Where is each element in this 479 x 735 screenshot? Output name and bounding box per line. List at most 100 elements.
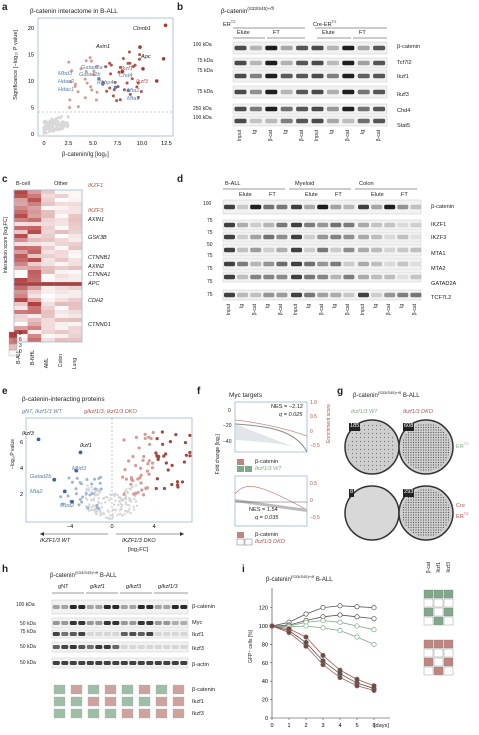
- blot-band: [343, 234, 355, 240]
- blot-band: [249, 45, 262, 51]
- point-significant: [136, 81, 140, 85]
- panel-f-legend2-a: β-catenin: [255, 532, 279, 538]
- point-wt: [93, 487, 97, 491]
- point-significant: [76, 90, 80, 94]
- heatmap-cell: [27, 226, 42, 230]
- panel-d-lane-label: Ig: [399, 304, 406, 309]
- panel-d-kda-4: 75: [207, 253, 213, 259]
- panel-label-e: e: [2, 386, 8, 397]
- genotype-key-cell: [423, 607, 434, 617]
- point-background: [115, 514, 119, 517]
- panel-f-q1: q = 0.025: [279, 412, 303, 418]
- point-significant: [89, 85, 93, 89]
- blot-band: [112, 632, 120, 636]
- panel-d-lane-label: β-cat: [319, 304, 326, 316]
- point-dko: [150, 461, 155, 465]
- point-background: [86, 498, 89, 501]
- blot-band: [137, 621, 145, 625]
- heatmap-cell: [54, 338, 69, 342]
- gene-label-axin1: Axin1: [96, 44, 110, 50]
- panel-d-ft-3: FT: [401, 192, 408, 198]
- panel-i-ytick: 40: [262, 679, 268, 685]
- genotype-key-cell: [443, 666, 454, 676]
- blot-band: [410, 247, 422, 253]
- panel-c-gene-0: IKZF1: [88, 183, 104, 189]
- heatmap-cell: [68, 214, 82, 218]
- heatmap-cell: [68, 306, 82, 310]
- blot-band: [317, 292, 329, 298]
- blot-band: [112, 605, 120, 609]
- panel-d-kda-3: 50: [207, 242, 213, 248]
- heatmap-cell: [14, 230, 28, 234]
- blot-band: [78, 661, 86, 665]
- blot-band: [304, 261, 316, 267]
- heatmap-cell: [54, 298, 69, 302]
- blot-band: [326, 73, 339, 79]
- panel-b-group-cre-er: Cre-ERT2: [313, 19, 337, 28]
- panel-f-gsea-plots: [234, 401, 308, 546]
- blot-band: [343, 222, 355, 228]
- panel-f-ylabel-right: Enrichment score: [326, 404, 332, 443]
- panel-c-gene-6: CTNNA1: [88, 272, 111, 278]
- point-background: [120, 498, 124, 502]
- growth-curve-point: [303, 623, 309, 629]
- panel-b-group-er: ERT2: [223, 19, 236, 28]
- genotype-key-cell: [423, 589, 434, 599]
- heatmap-cell: [54, 194, 69, 198]
- point-significant: [118, 65, 122, 69]
- genotype-grid-cell: [172, 696, 185, 707]
- panel-i-ytick: 80: [262, 642, 268, 648]
- blot-band: [237, 204, 249, 210]
- blot-band: [78, 621, 86, 625]
- blot-band: [330, 204, 342, 210]
- blot-band: [357, 106, 370, 112]
- point-significant: [70, 69, 74, 73]
- growth-curve-point: [303, 611, 309, 617]
- heatmap-cell: [14, 278, 28, 282]
- blot-band: [342, 45, 355, 51]
- point-significant: [121, 56, 125, 60]
- genotype-grid-cell: [53, 696, 66, 707]
- blot-band: [86, 605, 94, 609]
- panel-i-ytick: 60: [262, 661, 268, 667]
- blot-band: [249, 89, 262, 95]
- heatmap-cell: [68, 274, 82, 278]
- panel-d-group-colon: Colon: [359, 181, 374, 187]
- point-wt: [75, 476, 79, 480]
- panel-a-ytick: 15: [28, 53, 34, 59]
- panel-b-lane-label: Input: [314, 130, 320, 142]
- point-dko: [164, 461, 168, 465]
- panel-f: f Myc targets NES = −2.12 q = 0.025 NES …: [195, 384, 335, 559]
- point-dko: [175, 480, 180, 484]
- panel-i-ytick: 120: [259, 606, 268, 612]
- heatmap-cell: [14, 250, 28, 254]
- heatmap-cell: [14, 302, 28, 306]
- blot-band: [112, 661, 120, 665]
- genotype-grid-cell: [87, 684, 100, 695]
- blot-band: [154, 621, 162, 625]
- heatmap-cell: [14, 258, 28, 262]
- point-background: [93, 493, 97, 497]
- genotype-key-cell: [433, 598, 444, 608]
- blot-band: [326, 45, 339, 51]
- point-dko: [166, 468, 170, 472]
- panel-d-lane-label: Ig: [306, 304, 313, 309]
- genotype-key-cell: [433, 648, 444, 658]
- point-background: [119, 502, 122, 506]
- point-dko: [131, 478, 135, 483]
- genotype-key-cell: [423, 648, 434, 658]
- point-dko: [147, 459, 151, 463]
- blot-band: [371, 292, 383, 298]
- blot-band: [234, 60, 247, 66]
- heatmap-cell: [54, 190, 69, 194]
- heatmap-cell: [27, 274, 42, 278]
- panel-g-row-er: ERT2: [456, 441, 469, 450]
- heatmap-cell: [27, 206, 42, 210]
- point-highlight: [141, 67, 145, 71]
- panel-i-xtick: 6: [372, 723, 375, 729]
- heatmap-cell: [54, 222, 69, 226]
- panel-g-count-0: 185: [349, 423, 361, 431]
- genotype-key-cell: [423, 616, 434, 626]
- genotype-grid-cell: [70, 684, 83, 695]
- blot-band: [371, 234, 383, 240]
